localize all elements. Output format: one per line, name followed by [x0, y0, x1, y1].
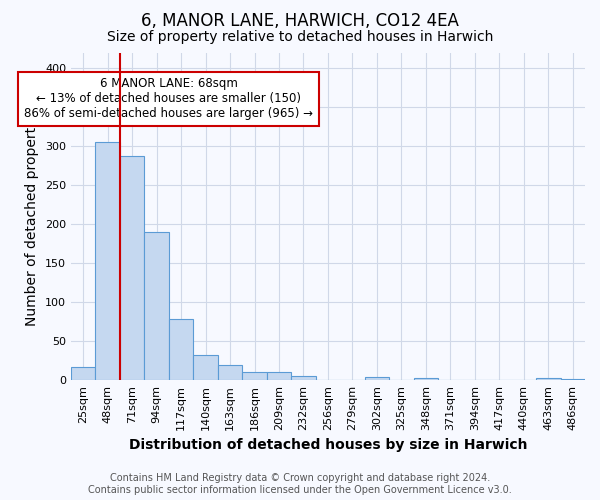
Bar [413, 378, 438, 380]
Bar [267, 372, 291, 380]
Bar [291, 376, 316, 380]
Y-axis label: Number of detached properties: Number of detached properties [25, 107, 40, 326]
Bar [242, 372, 267, 380]
Bar [145, 232, 169, 380]
Text: 6, MANOR LANE, HARWICH, CO12 4EA: 6, MANOR LANE, HARWICH, CO12 4EA [141, 12, 459, 30]
Bar [218, 364, 242, 380]
Text: Size of property relative to detached houses in Harwich: Size of property relative to detached ho… [107, 30, 493, 44]
Bar [169, 320, 193, 380]
Bar [95, 142, 120, 380]
X-axis label: Distribution of detached houses by size in Harwich: Distribution of detached houses by size … [129, 438, 527, 452]
Bar [120, 156, 145, 380]
Text: Contains HM Land Registry data © Crown copyright and database right 2024.
Contai: Contains HM Land Registry data © Crown c… [88, 474, 512, 495]
Bar [536, 378, 560, 380]
Text: 6 MANOR LANE: 68sqm
← 13% of detached houses are smaller (150)
86% of semi-detac: 6 MANOR LANE: 68sqm ← 13% of detached ho… [25, 78, 313, 120]
Bar [193, 355, 218, 380]
Bar [71, 367, 95, 380]
Bar [560, 378, 585, 380]
Bar [365, 377, 389, 380]
